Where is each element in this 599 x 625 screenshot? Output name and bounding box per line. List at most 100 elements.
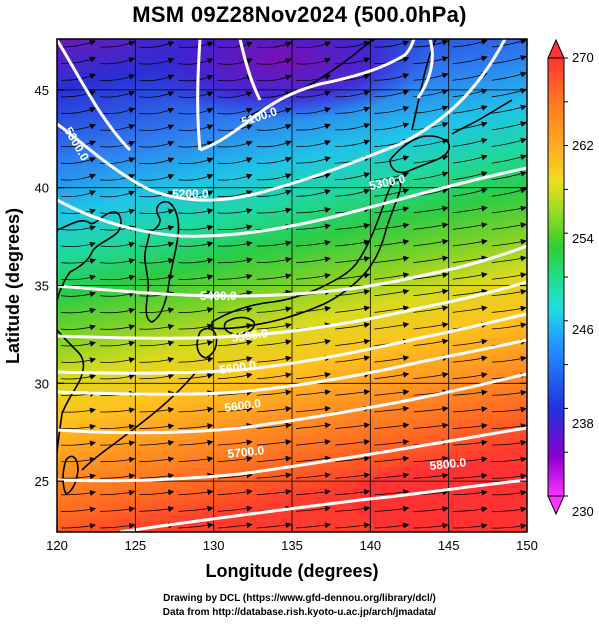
streamline-arrow (178, 208, 214, 215)
streamline-arrow (139, 41, 175, 48)
streamline-arrow (295, 338, 331, 346)
streamline-arrow (256, 406, 292, 413)
streamline-arrow (178, 356, 214, 363)
streamline-arrow (374, 272, 410, 280)
x-tick-label: 130 (203, 538, 225, 553)
streamline-arrow (100, 157, 136, 164)
streamline-arrow (100, 307, 136, 314)
contour-line-5200 (57, 39, 507, 202)
streamline-arrow (178, 423, 214, 430)
streamline-arrow (100, 107, 136, 115)
colorbar-label-254: 254 (572, 231, 594, 246)
streamline-arrow (178, 505, 214, 512)
streamline-arrow (295, 505, 331, 512)
streamline-arrow (217, 58, 253, 65)
streamline-arrow (139, 439, 175, 446)
streamline-arrow (295, 90, 331, 98)
streamline-arrow (256, 74, 292, 82)
streamline-arrow (335, 389, 371, 396)
contour-line-5300 (57, 166, 527, 238)
streamline-arrow (100, 241, 136, 248)
streamline-arrow (295, 239, 331, 247)
credit-line-data: Data from http://database.rish.kyoto-u.a… (162, 607, 437, 618)
streamline-arrow (374, 222, 410, 230)
streamline-arrow (295, 172, 331, 181)
y-tick-label: 40 (35, 181, 49, 196)
streamline-arrow (374, 73, 410, 81)
streamline-arrow (139, 323, 175, 330)
streamline-arrow (452, 255, 488, 263)
streamline-arrow (374, 455, 410, 463)
streamline-arrow (60, 523, 96, 529)
streamline-arrow (374, 472, 410, 479)
streamline-arrow (100, 174, 136, 181)
streamline-arrow (139, 258, 175, 264)
streamline-arrow (60, 56, 96, 64)
streamline-arrow (139, 208, 175, 215)
streamline-arrow (217, 190, 253, 197)
streamline-arrow (217, 273, 253, 280)
streamline-arrow (60, 407, 96, 414)
streamline-arrow (139, 57, 175, 65)
streamline-arrow (178, 190, 214, 198)
streamline-arrow (60, 307, 96, 314)
streamline-arrow (178, 107, 214, 115)
streamline-arrow (335, 355, 371, 363)
streamline-arrow (452, 456, 488, 463)
streamline-arrow (178, 307, 214, 313)
y-tick-label: 30 (35, 376, 49, 391)
streamline-arrow (491, 439, 527, 446)
streamline-arrow (139, 472, 175, 479)
y-tick-label: 35 (35, 279, 49, 294)
streamline-arrow (217, 107, 253, 115)
contour-line-5300-north (416, 39, 434, 99)
streamline-arrow (335, 255, 371, 263)
contour-line-5900 (119, 478, 527, 532)
coastline-china-north (57, 211, 122, 301)
streamline-arrow (178, 372, 214, 380)
colorbar-label-270: 270 (572, 50, 594, 65)
streamline-arrow (295, 189, 331, 197)
streamline-arrow (295, 405, 331, 413)
streamline-arrow (139, 91, 175, 98)
streamline-arrow (413, 371, 449, 380)
streamline-arrow (178, 74, 214, 82)
streamline-arrow (491, 205, 527, 214)
streamline-arrow (374, 239, 410, 247)
streamline-arrow (178, 157, 214, 165)
streamline-arrow (60, 473, 96, 480)
streamline-arrow (335, 439, 371, 446)
contour-label-5500: 5500.0 (230, 326, 269, 345)
streamline-arrow (374, 355, 410, 363)
streamline-arrow (335, 90, 371, 98)
streamline-arrow (60, 457, 96, 463)
colorbar-label-230: 230 (572, 504, 594, 519)
streamline-arrow (491, 137, 527, 147)
streamline-arrow (60, 173, 96, 181)
streamline-arrow (178, 257, 214, 264)
streamline-arrow (452, 205, 488, 214)
streamline-arrow (374, 122, 410, 131)
streamline-arrow (60, 373, 96, 380)
streamline-arrow (139, 190, 175, 198)
streamline-arrow (256, 422, 292, 429)
coastline-ryukyu (81, 371, 197, 471)
streamline-arrow (491, 55, 527, 64)
streamline-arrow (217, 157, 253, 164)
streamline-arrow (295, 256, 331, 263)
streamline-arrow (295, 123, 331, 131)
streamline-arrow (256, 124, 292, 131)
streamline-arrow (452, 137, 488, 147)
streamline-arrow (295, 74, 331, 81)
streamline-arrow (491, 222, 527, 230)
streamline-arrow (217, 439, 253, 446)
streamline-arrow (217, 406, 253, 413)
streamline-arrow (413, 72, 449, 81)
streamline-arrow (100, 90, 136, 98)
streamline-arrow (374, 489, 410, 496)
colorbar-bottom-arrow (547, 495, 565, 516)
streamline-arrow (374, 188, 410, 197)
streamline-arrow (335, 488, 371, 496)
streamline-arrow (60, 506, 96, 513)
credit-line-drawing: Drawing by DCL (https://www.gfd-dennou.o… (163, 593, 436, 604)
